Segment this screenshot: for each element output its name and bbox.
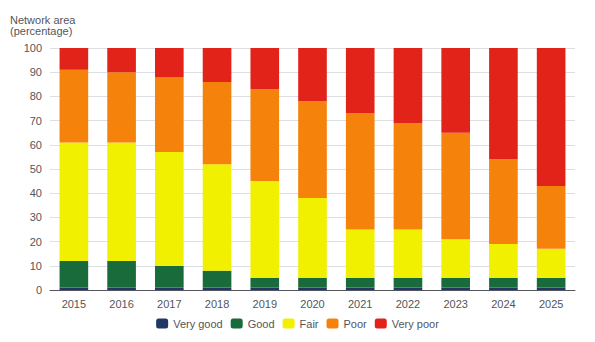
svg-text:30: 30 (30, 211, 42, 223)
svg-text:2025: 2025 (539, 298, 563, 310)
svg-text:20: 20 (30, 236, 42, 248)
svg-text:2019: 2019 (253, 298, 277, 310)
svg-text:80: 80 (30, 90, 42, 102)
svg-text:2022: 2022 (396, 298, 420, 310)
svg-text:70: 70 (30, 115, 42, 127)
svg-text:2020: 2020 (300, 298, 324, 310)
svg-text:(percentage): (percentage) (10, 25, 72, 37)
svg-text:90: 90 (30, 66, 42, 78)
svg-text:Good: Good (248, 318, 275, 330)
svg-text:40: 40 (30, 187, 42, 199)
svg-text:2024: 2024 (491, 298, 515, 310)
svg-text:2017: 2017 (157, 298, 181, 310)
svg-text:100: 100 (24, 42, 42, 54)
svg-text:Very good: Very good (173, 318, 223, 330)
svg-text:2021: 2021 (348, 298, 372, 310)
svg-text:Network area: Network area (10, 13, 76, 26)
svg-text:2023: 2023 (443, 298, 467, 310)
svg-text:Poor: Poor (344, 318, 368, 330)
svg-text:10: 10 (30, 260, 42, 272)
svg-text:2018: 2018 (205, 298, 229, 310)
svg-text:Very poor: Very poor (392, 318, 439, 330)
svg-text:Fair: Fair (300, 318, 319, 330)
svg-text:2015: 2015 (62, 298, 86, 310)
svg-text:0: 0 (36, 284, 42, 296)
svg-text:2016: 2016 (109, 298, 133, 310)
svg-text:60: 60 (30, 139, 42, 151)
svg-text:50: 50 (30, 163, 42, 175)
